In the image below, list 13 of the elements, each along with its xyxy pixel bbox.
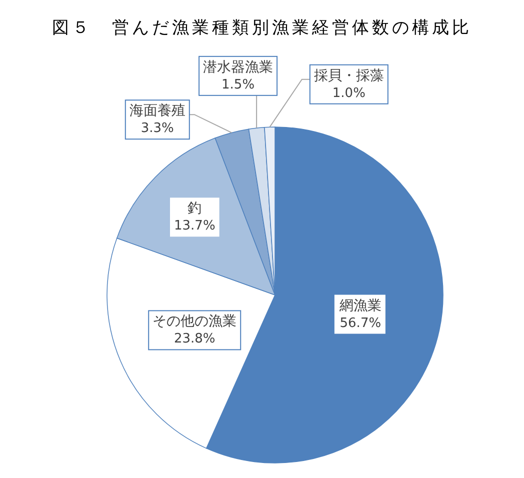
chart-title: 図５ 営んだ漁業種類別漁業経営体数の構成比 <box>52 18 472 38</box>
slice-label: その他の漁業 <box>152 314 237 330</box>
slice-label: 海面養殖 <box>129 103 186 120</box>
slice-label: 採貝・採藻 <box>314 68 384 84</box>
data-label: 23.8% <box>174 332 216 347</box>
slice-label: 潜水器漁業 <box>203 59 274 76</box>
data-label: 1.0% <box>332 86 366 101</box>
data-label: 13.7% <box>174 218 216 234</box>
data-label: 1.5% <box>222 77 255 92</box>
slice-label: 網漁業 <box>338 298 382 314</box>
slice-label: 釣 <box>188 200 202 217</box>
data-label: 3.3% <box>140 121 174 136</box>
data-label: 56.7% <box>340 316 382 331</box>
